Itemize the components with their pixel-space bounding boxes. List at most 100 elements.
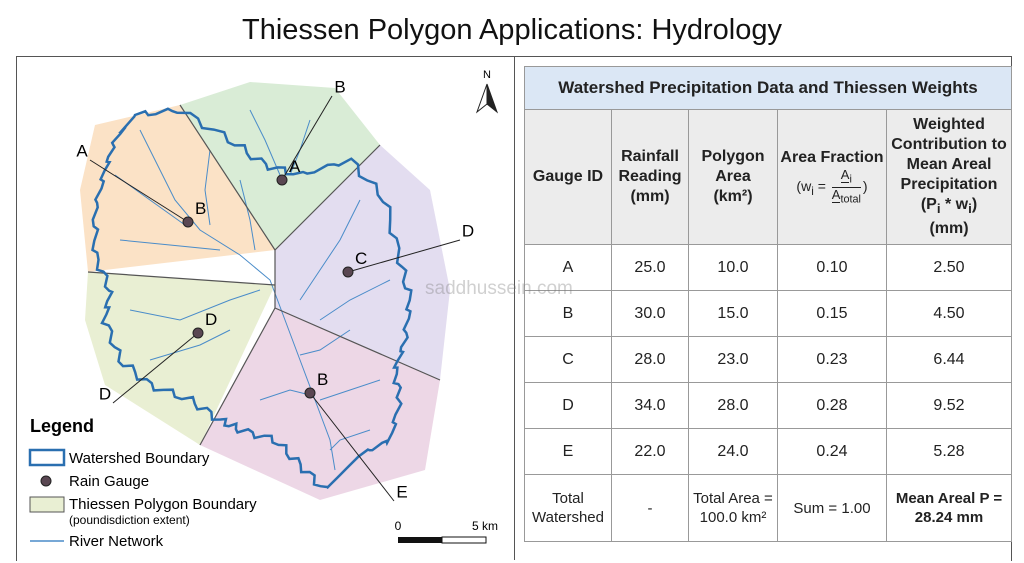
- formula: (P: [920, 195, 937, 213]
- legend-swatch: [29, 496, 65, 513]
- cell: 6.44: [886, 336, 1012, 383]
- river: [299, 199, 361, 301]
- cell: 4.50: [886, 290, 1012, 337]
- formula: total: [840, 193, 861, 206]
- col-header-text: Area Fraction: [780, 148, 884, 166]
- formula: i: [936, 201, 941, 217]
- callout-label: D: [462, 221, 474, 240]
- legend-label: Rain Gauge: [69, 473, 149, 490]
- rain-gauge: [304, 387, 316, 399]
- rain-gauge: [342, 266, 354, 278]
- col-header: Rainfall Reading (mm): [611, 109, 689, 245]
- legend-note: (poundisdiction extent): [69, 513, 190, 527]
- col-header-unit: (mm): [929, 220, 969, 238]
- data-table: Watershed Precipitation Data and Thiesse…: [524, 66, 1012, 542]
- col-header: Area Fraction (wi = Ai Atotal): [777, 109, 887, 245]
- cell: 5.28: [886, 428, 1012, 475]
- col-header: Gauge ID: [524, 109, 612, 245]
- formula: i: [849, 173, 852, 186]
- cell: A: [524, 244, 612, 291]
- formula: A: [831, 186, 841, 203]
- cell: 28.0: [611, 336, 689, 383]
- river: [259, 389, 311, 401]
- cell: Sum = 1.00: [777, 474, 887, 542]
- cell: 9.52: [886, 382, 1012, 429]
- gauge-label: A: [289, 157, 301, 176]
- thiessen-boundary: [199, 307, 276, 446]
- thiessen-boundary: [87, 271, 276, 286]
- river: [119, 239, 221, 251]
- callout-line: [281, 95, 333, 181]
- cell: E: [524, 428, 612, 475]
- formula: A: [840, 166, 850, 183]
- gauge-label: B: [195, 199, 206, 218]
- cell: 30.0: [611, 290, 689, 337]
- river: [329, 429, 371, 451]
- formula: ): [971, 195, 978, 213]
- formula: i: [811, 184, 814, 198]
- table-row: B 30.0 15.0 0.15 4.50: [524, 290, 1012, 337]
- col-header: Weighted Contribution to Mean Areal Prec…: [886, 109, 1012, 245]
- col-header-text: Weighted Contribution to Mean Areal Prec…: [891, 115, 1007, 193]
- title: Thiessen Polygon Applications: Hydrology: [241, 14, 783, 46]
- table-title: Watershed Precipitation Data and Thiesse…: [524, 66, 1012, 110]
- cell: -: [611, 474, 689, 542]
- formula: =: [817, 177, 826, 194]
- thiessen-region: [275, 145, 450, 380]
- thiessen-region: [85, 272, 275, 445]
- cell: 28.0: [688, 382, 778, 429]
- callout-label: B: [334, 77, 345, 96]
- cell: Mean Areal P = 28.24 mm: [886, 474, 1012, 542]
- river: [149, 329, 231, 361]
- rain-gauge: [192, 327, 204, 339]
- cell: 22.0: [611, 428, 689, 475]
- thiessen-region: [80, 105, 275, 272]
- river: [249, 109, 281, 176]
- cell: 10.0: [688, 244, 778, 291]
- col-header: Polygon Area (km²): [688, 109, 778, 245]
- cell: 0.28: [777, 382, 887, 429]
- legend-swatch: [28, 448, 66, 467]
- scale-label: 5 km: [472, 519, 498, 533]
- north-arrow: [486, 83, 499, 114]
- divider: [514, 56, 515, 560]
- cell: 0.15: [777, 290, 887, 337]
- north-arrow: [475, 83, 488, 114]
- callout-line: [112, 332, 199, 404]
- watershed-boundary: [91, 107, 413, 490]
- cell: 0.10: [777, 244, 887, 291]
- legend-swatch: [40, 475, 52, 487]
- cell: D: [524, 382, 612, 429]
- gauge-label: C: [355, 249, 367, 268]
- legend-label: Thiessen Polygon Boundary: [69, 496, 257, 513]
- cell: B: [524, 290, 612, 337]
- callout-label: D: [99, 384, 111, 403]
- cell: 34.0: [611, 382, 689, 429]
- col-header-unit: (km²): [713, 188, 753, 205]
- cell: 0.24: [777, 428, 887, 475]
- cell: Total Watershed: [524, 474, 612, 542]
- cell: 2.50: [886, 244, 1012, 291]
- thiessen-boundary: [274, 144, 381, 251]
- north-label: N: [483, 69, 491, 81]
- cell: Total Area = 100.0 km²: [688, 474, 778, 542]
- thiessen-region: [200, 308, 440, 500]
- table-row: E 22.0 24.0 0.24 5.28: [524, 428, 1012, 475]
- thiessen-boundary: [274, 307, 441, 381]
- formula: (w: [796, 177, 812, 194]
- col-header-text: Polygon Area: [701, 148, 765, 185]
- thiessen-boundary: [179, 104, 276, 251]
- table-row: Total Watershed - Total Area = 100.0 km² Su…: [524, 474, 1012, 542]
- formula: ): [862, 177, 868, 194]
- cell: 25.0: [611, 244, 689, 291]
- cell: 0.23: [777, 336, 887, 383]
- callout-line: [347, 239, 461, 273]
- cell: 15.0: [688, 290, 778, 337]
- rain-gauge: [276, 174, 288, 186]
- river: [204, 149, 211, 226]
- table-row: A 25.0 10.0 0.10 2.50: [524, 244, 1012, 291]
- rain-gauge: [182, 216, 194, 228]
- river: [319, 379, 381, 401]
- callout-label: E: [396, 482, 407, 501]
